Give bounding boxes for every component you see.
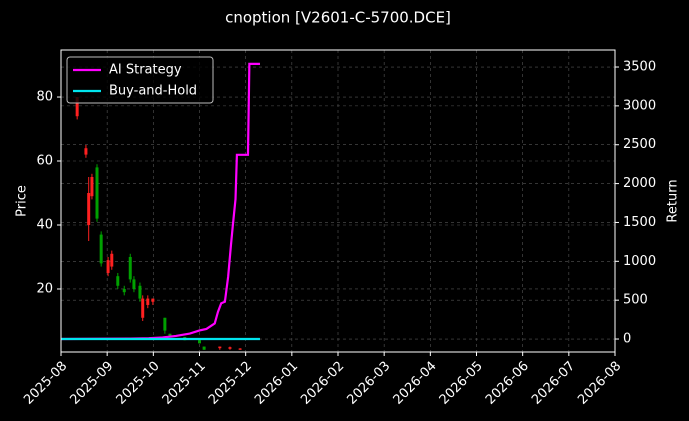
candle-body — [110, 253, 114, 267]
y2-tick-label: 1500 — [623, 215, 656, 230]
y-tick-label: 40 — [36, 217, 53, 232]
candle-body — [141, 298, 145, 318]
candle-body — [202, 346, 206, 350]
plot-frame — [60, 49, 616, 353]
y2-tick-label: 0 — [623, 332, 631, 347]
candle-body — [151, 298, 155, 302]
candle-body — [84, 148, 88, 155]
y2-axis-label: Return — [666, 179, 681, 222]
candle-body — [228, 347, 232, 349]
candle-body — [95, 167, 99, 219]
candle-body — [106, 260, 110, 273]
candle-body — [198, 340, 201, 344]
candle-body — [138, 285, 142, 299]
chart-title: cnoption [V2601-C-5700.DCE] — [225, 9, 451, 27]
y-tick-label: 20 — [36, 281, 53, 296]
candle-body — [116, 276, 120, 286]
candle-body — [75, 97, 79, 117]
legend-box — [66, 56, 214, 104]
y-axis-label: Price — [15, 185, 30, 217]
candle-body — [146, 298, 150, 305]
y2-tick-label: 3500 — [623, 60, 656, 75]
y2-tick-label: 500 — [623, 293, 648, 308]
candle-body — [168, 333, 172, 337]
y2-tick-label: 1000 — [623, 254, 656, 269]
y-tick-label: 60 — [36, 154, 53, 169]
candle-body — [122, 288, 126, 293]
candle-body — [238, 348, 242, 350]
candle-body — [163, 317, 167, 331]
y2-tick-label: 3000 — [623, 98, 656, 113]
candle-body — [87, 193, 91, 225]
y2-tick-label: 2000 — [623, 176, 656, 191]
y-tick-label: 80 — [36, 90, 53, 105]
y2-tick-label: 2500 — [623, 137, 656, 152]
line-series — [60, 62, 260, 341]
candle-body — [218, 346, 222, 349]
legend-label: Buy-and-Hold — [109, 84, 197, 99]
legend-label: AI Strategy — [109, 63, 182, 78]
candle-body — [90, 177, 94, 197]
candle-body — [128, 256, 132, 280]
candle-body — [132, 279, 136, 289]
candle-body — [99, 234, 103, 264]
